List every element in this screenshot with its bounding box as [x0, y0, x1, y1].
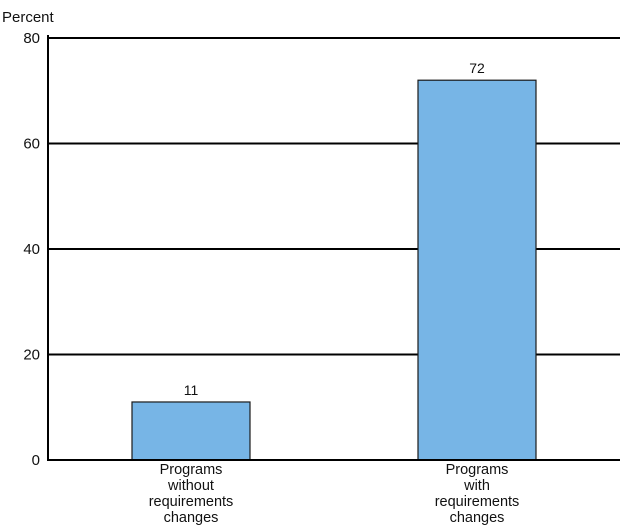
- category-label-line: requirements: [149, 494, 234, 510]
- category-label-line: Programs: [446, 462, 509, 478]
- category-label-line: Programs: [160, 462, 223, 478]
- category-label-line: requirements: [435, 494, 520, 510]
- category-label-line: changes: [164, 510, 219, 526]
- y-axis-label: Percent: [2, 9, 55, 26]
- y-tick-label: 80: [23, 30, 40, 47]
- data-label: 11: [184, 382, 199, 398]
- data-labels: 11 72: [184, 60, 485, 398]
- y-tick-label: 40: [23, 241, 40, 258]
- y-tick-label: 0: [32, 452, 40, 469]
- category-label: Programs without requirements changes: [149, 462, 234, 526]
- bar: [417, 79, 537, 461]
- category-label: Programs with requirements changes: [435, 462, 520, 526]
- category-labels: Programs without requirements changesProgra…: [149, 462, 520, 526]
- category-label-line: changes: [450, 510, 505, 526]
- y-tick-labels: 0 20 40 60 80: [23, 30, 40, 469]
- y-tick-label: 60: [23, 136, 40, 153]
- category-label-line: without: [167, 478, 214, 494]
- axes: [47, 35, 620, 461]
- y-tick-label: 20: [23, 347, 40, 364]
- category-label-line: with: [463, 478, 490, 494]
- bar: [131, 401, 251, 461]
- bars: [131, 79, 537, 461]
- data-label: 72: [469, 60, 485, 76]
